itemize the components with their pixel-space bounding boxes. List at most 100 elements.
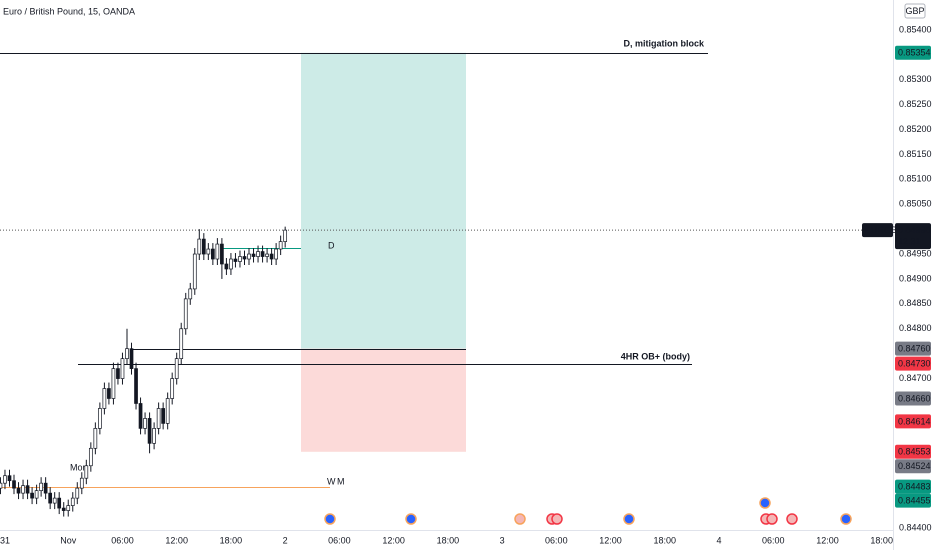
candle-body <box>229 258 233 270</box>
y-tick-label: 0.84950 <box>899 248 932 258</box>
event-icon <box>551 513 563 525</box>
candle-body <box>116 368 120 379</box>
candle-body <box>52 497 57 504</box>
current-price-label: 0.84998 <box>898 225 931 235</box>
candle-body <box>61 507 66 511</box>
candle-body <box>125 348 129 359</box>
candle-body <box>247 253 251 260</box>
candle-body <box>197 238 202 255</box>
symbol-label: EURGBP <box>865 225 903 235</box>
candle-body <box>147 418 152 444</box>
event-icon <box>766 513 778 525</box>
price-tag <box>895 356 931 371</box>
candle-body <box>238 256 242 262</box>
annotation: 4HR OB+ (body) <box>621 351 690 361</box>
x-tick-label: 2 <box>283 535 288 545</box>
x-tick-label: 18:00 <box>870 535 893 545</box>
x-tick-label: 06:00 <box>545 535 568 545</box>
stop-zone <box>301 348 466 452</box>
candle-body <box>88 447 93 467</box>
event-icon <box>840 513 852 525</box>
candle-body <box>66 505 71 511</box>
y-tick-label: 0.85300 <box>899 74 932 84</box>
candle-body <box>206 248 211 255</box>
price-tag-label: 0.84760 <box>898 344 931 354</box>
annotation: Mon <box>70 462 88 472</box>
candle-body <box>256 251 260 257</box>
candle-body <box>215 243 220 260</box>
candle-body <box>0 482 3 489</box>
candle-body <box>211 248 215 260</box>
candle-body <box>165 398 170 424</box>
x-tick-label: 18:00 <box>437 535 460 545</box>
price-tag-label: 0.84553 <box>898 447 931 457</box>
candle-body <box>152 428 156 444</box>
candle-body <box>39 482 43 491</box>
currency-box <box>904 3 926 19</box>
y-tick-label: 0.85150 <box>899 149 932 159</box>
event-icon <box>759 497 771 509</box>
price-tag-label: 0.84730 <box>898 359 931 369</box>
candle-body <box>7 475 12 482</box>
candle-body <box>12 480 16 489</box>
candle-body <box>16 487 21 494</box>
annotation: D <box>328 240 335 250</box>
candle-body <box>274 248 278 260</box>
x-tick-label: 18:00 <box>654 535 677 545</box>
annotation: D, mitigation block <box>623 38 704 48</box>
candle-body <box>283 229 288 242</box>
candle-body <box>138 403 143 429</box>
y-tick-label: 0.84700 <box>899 373 932 383</box>
target-zone <box>301 52 466 349</box>
price-tag-label: 0.84660 <box>898 393 931 403</box>
x-tick-label: 06:00 <box>762 535 785 545</box>
candle-body <box>129 348 134 369</box>
event-icon <box>786 513 798 525</box>
candle-body <box>93 428 98 449</box>
candle-body <box>43 482 48 494</box>
candle-body <box>107 388 111 399</box>
currency: GBP <box>905 6 924 16</box>
candle-body <box>102 388 107 409</box>
x-tick-label: 18:00 <box>220 535 243 545</box>
candle-body <box>111 368 116 399</box>
x-tick-label: Nov <box>60 535 77 545</box>
candle-body <box>170 378 175 399</box>
candle-body <box>269 253 274 260</box>
candle-body <box>224 263 229 270</box>
candle-body <box>201 238 206 255</box>
candle-body <box>21 485 25 494</box>
candle-body <box>220 243 224 265</box>
candle-body <box>84 465 89 479</box>
price-tag <box>895 479 931 494</box>
price-tag-label: 0.84614 <box>898 416 931 426</box>
candle-body <box>98 408 102 429</box>
candle-body <box>174 358 179 379</box>
candle-body <box>143 418 147 429</box>
x-tick-label: 06:00 <box>328 535 351 545</box>
candle-body <box>25 485 30 494</box>
candle-body <box>70 497 75 506</box>
candle-body <box>30 492 34 499</box>
price-tag-label: 0.84455 <box>898 495 931 505</box>
chart-title: Euro / British Pound, 15, OANDA <box>3 6 135 16</box>
price-tag <box>895 444 931 459</box>
y-tick-label: 0.84900 <box>899 273 932 283</box>
x-tick-label: 31 <box>0 535 10 545</box>
candle-body <box>278 241 283 250</box>
countdown-label: 12:31 <box>898 237 921 247</box>
candle-body <box>188 288 193 300</box>
event-icons <box>324 497 852 525</box>
candle-body <box>3 475 7 484</box>
x-tick-label: 06:00 <box>111 535 134 545</box>
price-tag <box>895 45 931 60</box>
price-tag <box>895 414 931 429</box>
candle-body <box>34 490 39 499</box>
y-tick-label: 0.84800 <box>899 323 932 333</box>
y-tick-label: 0.85100 <box>899 174 932 184</box>
y-tick-label: 0.85200 <box>899 124 932 134</box>
price-tag-label: 0.84483 <box>898 482 931 492</box>
candle-body <box>161 408 165 424</box>
